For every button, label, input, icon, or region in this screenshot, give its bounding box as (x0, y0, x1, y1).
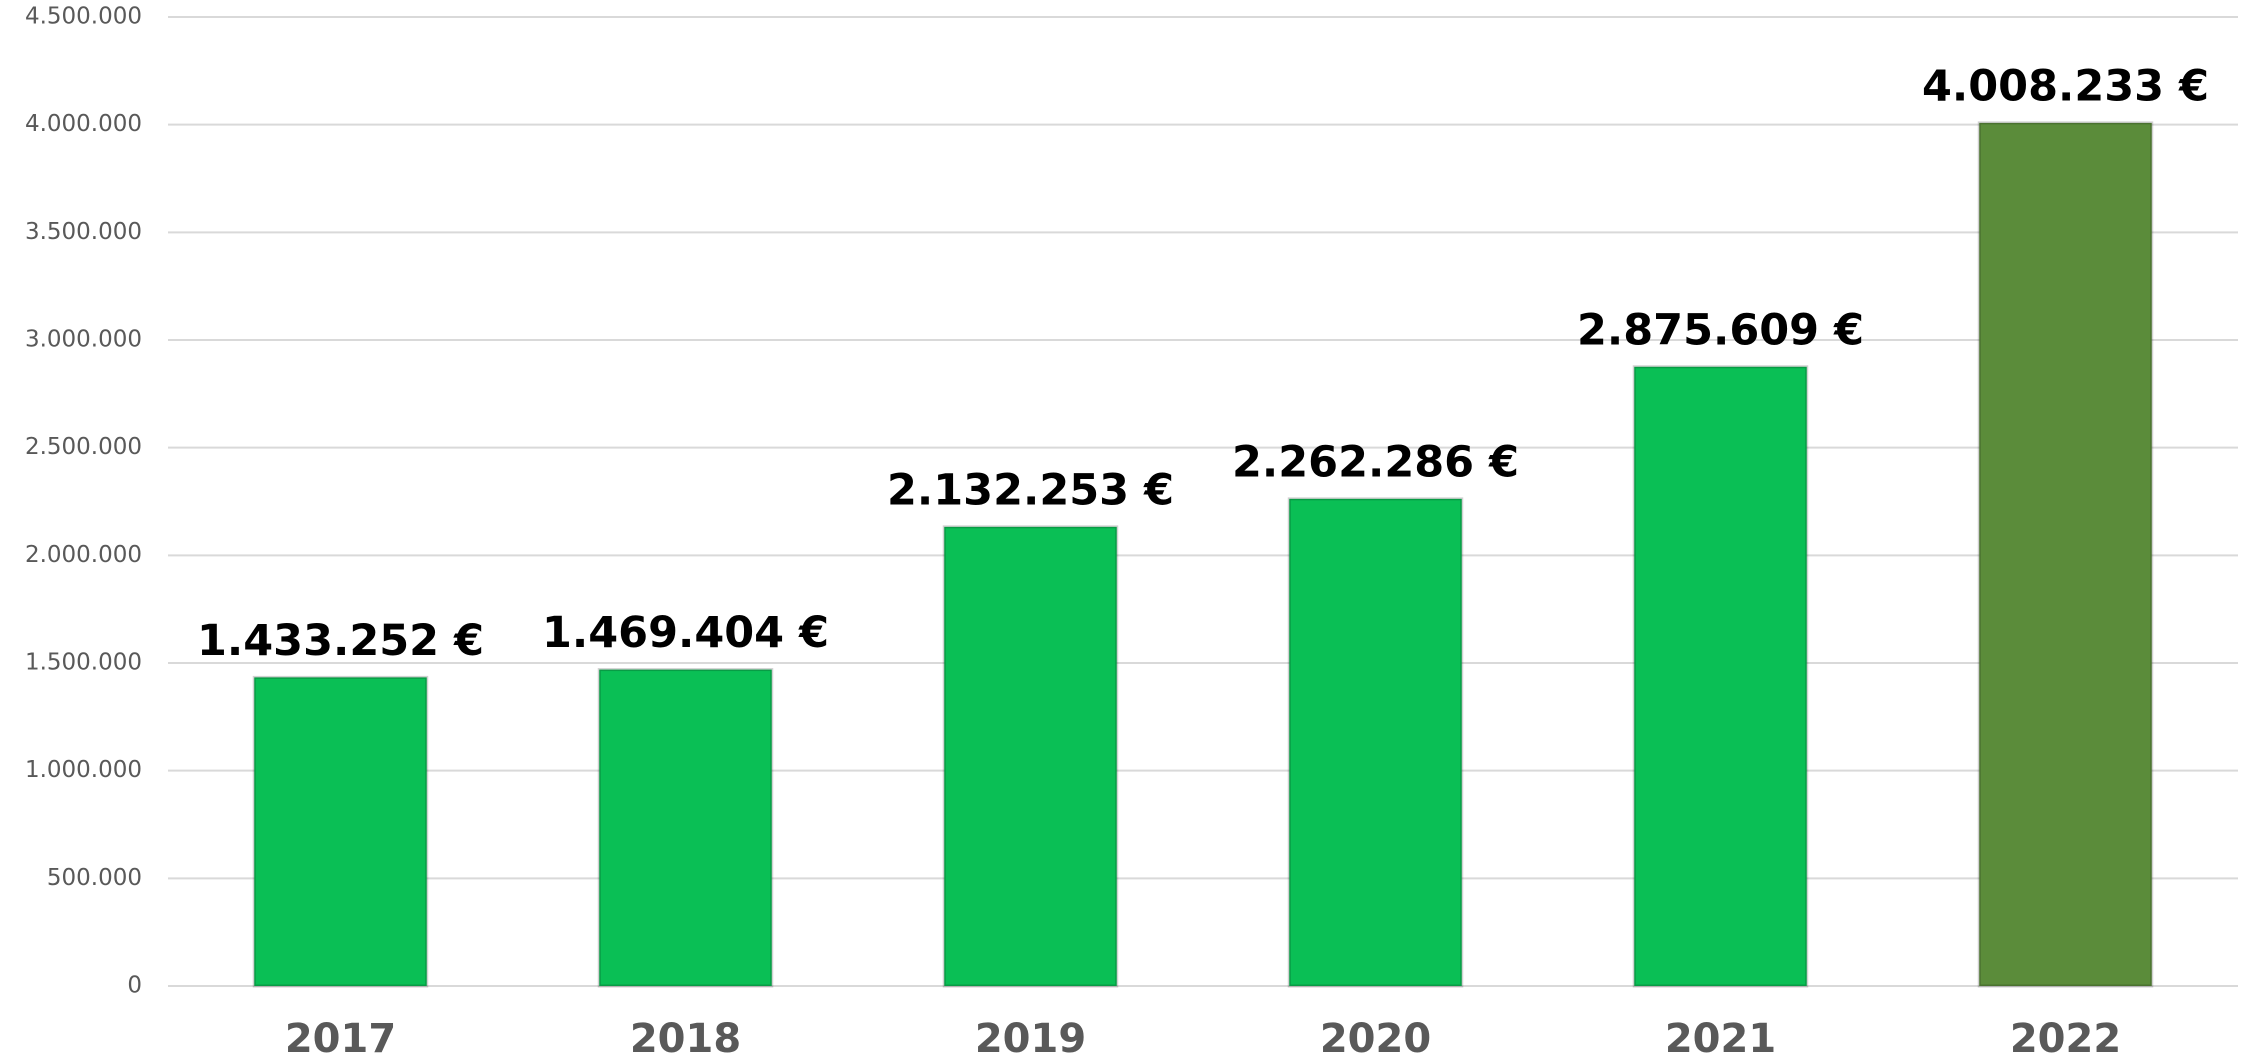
value-label: 2.132.253 € (887, 465, 1174, 515)
y-tick-label: 2.000.000 (25, 542, 142, 568)
bar (597, 668, 774, 988)
bar (1287, 497, 1464, 988)
y-tick-label: 4.000.000 (25, 111, 142, 137)
y-tick-label: 3.500.000 (25, 219, 142, 245)
y-tick-label: 4.500.000 (25, 4, 142, 30)
value-label: 2.262.286 € (1232, 437, 1519, 487)
y-tick-label: 0 (127, 973, 142, 999)
y-tick-label: 3.000.000 (25, 327, 142, 353)
value-label: 4.008.233 € (1922, 61, 2209, 111)
bar (1632, 365, 1809, 988)
y-tick-label: 1.500.000 (25, 650, 142, 676)
value-label: 2.875.609 € (1577, 305, 1864, 355)
y-tick-label: 1.000.000 (25, 757, 142, 783)
bar (252, 675, 429, 988)
x-tick-label: 2018 (630, 1016, 741, 1061)
value-label: 1.469.404 € (542, 608, 829, 658)
y-tick-label: 500.000 (47, 865, 142, 891)
x-tick-label: 2022 (2010, 1016, 2121, 1061)
x-tick-label: 2017 (285, 1016, 396, 1061)
x-tick-label: 2021 (1665, 1016, 1776, 1061)
bar (942, 525, 1119, 988)
value-label: 1.433.252 € (197, 616, 484, 666)
x-tick-label: 2020 (1320, 1016, 1431, 1061)
y-tick-label: 2.500.000 (25, 434, 142, 460)
x-tick-label: 2019 (975, 1016, 1086, 1061)
bar (1977, 121, 2154, 988)
